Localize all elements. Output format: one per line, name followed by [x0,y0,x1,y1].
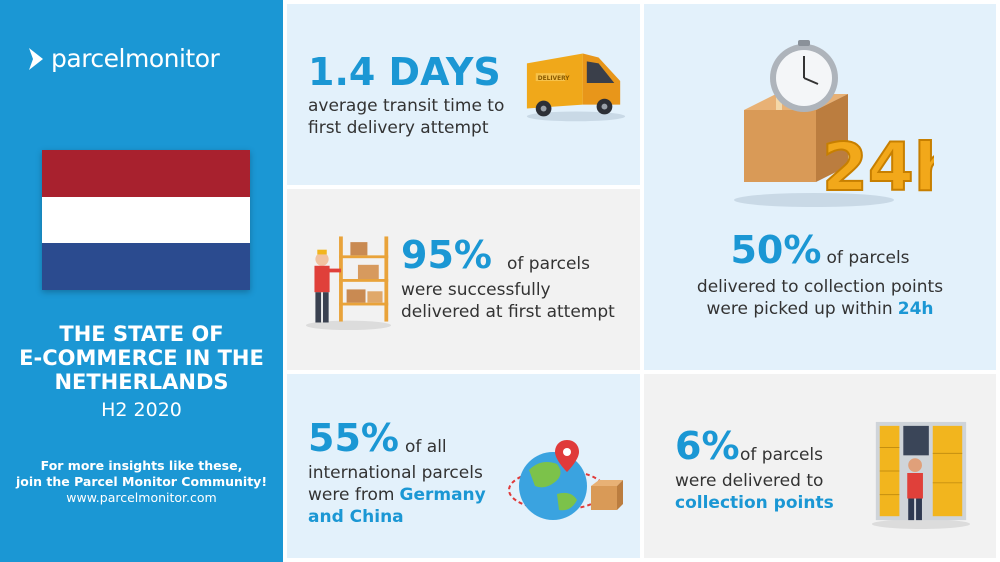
svg-text:DELIVERY: DELIVERY [538,76,571,82]
pickup-value: 50% [730,228,822,272]
transit-value: 1.4 DAYS [308,50,501,94]
pickup-suffix: of parcels [826,248,910,268]
international-line-2-text: were from [308,485,395,505]
sidebar: parcelmonitor THE STATE OF E-COMMERCE IN… [0,0,283,562]
first-attempt-line-2: delivered at first attempt [401,302,615,322]
website-link[interactable]: www.parcelmonitor.com [66,490,217,505]
parcelmonitor-logo[interactable]: parcelmonitor [27,44,220,73]
international-value: 55% [308,416,399,460]
first-attempt-suffix: of parcels [507,254,590,274]
transit-time-panel: 1.4 DAYS average transit time to first d… [287,4,640,185]
pickup-line-2: were picked up within 24h [644,298,996,320]
transit-line-1: average transit time to [308,96,505,116]
collection-panel: 6% of parcels were delivered to collecti… [644,374,996,558]
international-suffix: of all [405,437,447,457]
globe-parcel-icon [508,440,623,520]
flag-blue-stripe [42,243,250,291]
logo-text: parcelmonitor [51,44,220,73]
pickup-line-2-text: were picked up within [706,299,893,319]
svg-text:24h: 24h [822,129,934,206]
collection-value: 6% [675,424,740,468]
delivery-van-icon: DELIVERY [526,53,626,122]
international-line-2: were from Germany [308,484,486,506]
cta-line: For more insights like these, [40,458,243,473]
community-cta: For more insights like these, join the P… [0,458,283,490]
title-line: NETHERLANDS [54,370,229,394]
flag-white-stripe [42,196,250,244]
transit-line-2: first delivery attempt [308,118,489,138]
collection-line-1: were delivered to [675,471,824,491]
warehouse-worker-icon [305,236,392,331]
report-title: THE STATE OF E-COMMERCE IN THE NETHERLAN… [0,322,283,394]
stopwatch-24h-icon: 24h [734,40,934,207]
pickup-headline: 50% of parcels [644,230,996,270]
international-line-3: and China [308,507,404,527]
parcel-locker-icon [871,421,971,529]
report-period: H2 2020 [101,399,182,421]
pickup-line-1: delivered to collection points [696,277,944,297]
collection-line-2: collection points [675,493,834,513]
first-attempt-value: 95% [401,233,492,277]
cta-line: join the Parcel Monitor Community! [15,474,268,489]
netherlands-flag [42,150,250,291]
first-attempt-line-1: were successfully [401,280,551,300]
flag-red-stripe [42,150,250,197]
title-line: E-COMMERCE IN THE [19,346,264,370]
pickup-line-2-highlight: 24h [897,299,934,319]
pickup-panel: 24h 50% of parcels delivered to collecti… [644,4,996,370]
title-line: THE STATE OF [59,322,224,346]
first-attempt-panel: 95% of parcels were successfully deliver… [287,189,640,370]
logo-arrow-icon [29,47,43,70]
international-line-2-highlight: Germany [399,485,486,505]
collection-suffix: of parcels [740,445,823,465]
international-panel: 55% of all international parcels were fr… [287,374,640,558]
international-line-1: international parcels [308,463,483,483]
